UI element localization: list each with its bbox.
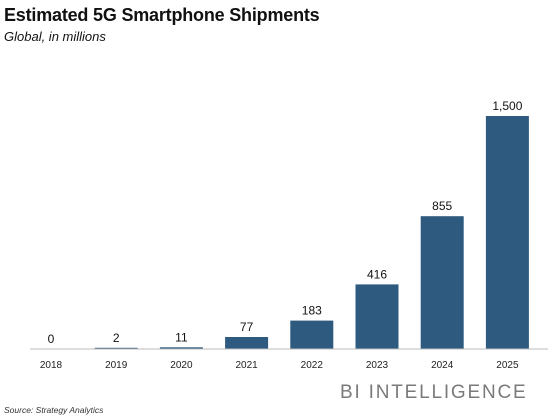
bar-2020 [159,347,203,349]
data-label-2020: 11 [175,330,188,344]
x-tick-label-2025: 2025 [496,360,519,371]
data-label-2018: 0 [48,332,55,346]
data-label-2023: 416 [367,267,387,281]
data-label-2024: 855 [432,199,452,213]
data-label-2019: 2 [113,331,120,345]
x-tick-label-2020: 2020 [170,360,193,371]
x-tick-label-2022: 2022 [301,360,324,371]
data-label-2022: 183 [302,304,322,318]
bar-2021 [225,337,269,349]
bar-2022 [290,320,334,349]
data-label-2025: 1,500 [492,99,522,113]
data-label-2021: 77 [240,320,254,334]
x-tick-label-2024: 2024 [431,360,454,371]
bar-2024 [420,216,464,349]
bar-2023 [355,284,399,349]
brand-logo-text: BI INTELLIGENCE [340,382,528,403]
bar-2025 [485,116,529,349]
x-tick-label-2021: 2021 [235,360,258,371]
source-note: Source: Strategy Analytics [4,405,104,415]
x-tick-label-2023: 2023 [366,360,389,371]
x-tick-label-2018: 2018 [40,360,63,371]
chart-title: Estimated 5G Smartphone Shipments [4,5,320,25]
bar-2019 [94,347,138,349]
labels-group: 0 2018 2 2019 11 2020 77 2021 183 2022 416 2023 855 2… [40,99,523,371]
x-tick-label-2019: 2019 [105,360,128,371]
chart-subtitle: Global, in millions [4,29,106,44]
bars-group [94,116,529,349]
